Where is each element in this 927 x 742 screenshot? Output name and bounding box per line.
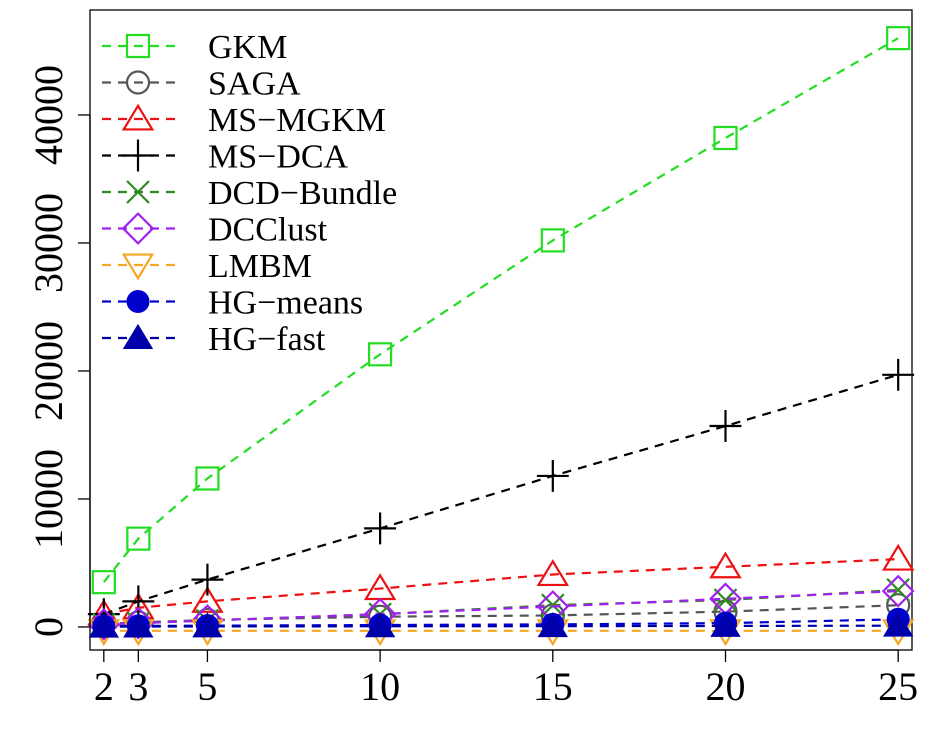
data-point-hg-fast <box>882 611 914 637</box>
legend-marker <box>122 323 154 349</box>
legend-marker <box>121 212 155 245</box>
legend-label: MS−DCA <box>208 139 349 176</box>
series-hg-fast <box>88 611 914 638</box>
data-point-ms-dca <box>364 512 397 545</box>
y-tick-label: 30000 <box>26 193 71 293</box>
legend-label: DCD−Bundle <box>208 175 397 212</box>
data-point-ms-mgkm <box>881 543 915 571</box>
data-point-gkm <box>91 570 116 595</box>
data-point-hg-fast <box>364 612 396 638</box>
data-point-dcclust <box>881 574 915 608</box>
data-point-ms-mgkm <box>363 573 397 601</box>
x-tick-label: 2 <box>94 664 114 709</box>
legend-item-hg-fast: HG−fast <box>102 321 326 358</box>
data-point-ms-dca <box>122 585 155 618</box>
series-line-hg-fast <box>103 624 899 628</box>
data-point-gkm <box>886 26 911 51</box>
x-tick-label: 10 <box>360 664 400 709</box>
y-tick-label: 0 <box>26 617 71 637</box>
legend-label: HG−fast <box>208 321 326 358</box>
series-gkm <box>91 26 911 595</box>
legend-marker <box>122 139 154 172</box>
legend-item-gkm: GKM <box>102 29 287 66</box>
data-point-hg-fast <box>123 612 154 638</box>
legend-label: SAGA <box>208 66 301 103</box>
data-point-ms-mgkm <box>191 586 224 613</box>
legend-label: LMBM <box>208 248 312 285</box>
data-point-ms-dca <box>191 563 224 596</box>
legend-label: HG−means <box>208 285 363 322</box>
x-tick-label: 20 <box>705 664 745 709</box>
series-line-ms-mgkm <box>103 558 899 616</box>
legend-item-saga: SAGA <box>102 66 301 103</box>
series-ms-dca <box>87 358 915 631</box>
y-axis: 0 10000 20000 30000 40000 <box>26 65 91 637</box>
data-point-ms-mgkm <box>709 551 742 579</box>
legend-marker <box>125 70 151 95</box>
legend-item-lmbm: LMBM <box>102 248 312 285</box>
legend-label: GKM <box>208 29 287 66</box>
legend-marker <box>121 103 155 131</box>
legend-item-dcclust: DCClust <box>102 212 328 249</box>
legend-marker <box>121 253 155 281</box>
y-tick-label: 40000 <box>26 65 71 165</box>
series-layer <box>87 26 915 647</box>
legend: GKMSAGAMS−MGKMMS−DCADCD−BundleDCClustLMB… <box>102 29 397 358</box>
series-line-gkm <box>102 37 899 583</box>
series-ms-mgkm <box>87 543 915 626</box>
legend-marker <box>126 180 150 204</box>
series-line-ms-dca <box>103 373 899 616</box>
legend-item-hg-means: HG−means <box>102 285 363 322</box>
data-point-hg-fast <box>710 611 741 637</box>
data-point-gkm <box>540 228 565 253</box>
data-point-gkm <box>195 466 220 491</box>
legend-item-ms-dca: MS−DCA <box>102 139 349 176</box>
data-point-gkm <box>368 342 393 367</box>
y-tick-label: 10000 <box>26 449 71 549</box>
data-point-ms-dca <box>709 410 742 442</box>
legend-marker <box>126 290 150 313</box>
data-point-hg-fast <box>192 612 223 638</box>
x-tick-label: 15 <box>533 664 573 709</box>
y-tick-label: 20000 <box>26 321 71 421</box>
data-point-ms-mgkm <box>536 559 570 587</box>
data-point-dcclust <box>121 606 155 640</box>
legend-label: MS−MGKM <box>208 102 386 139</box>
x-tick-label: 5 <box>197 664 217 709</box>
data-point-hg-fast <box>537 612 568 638</box>
data-point-ms-dca <box>882 358 915 391</box>
data-point-hg-fast <box>88 612 120 638</box>
legend-marker <box>125 33 151 59</box>
legend-label: DCClust <box>208 212 328 249</box>
data-point-ms-dca <box>536 459 569 492</box>
data-point-gkm <box>713 125 738 151</box>
data-point-gkm <box>126 526 151 551</box>
x-tick-label: 3 <box>128 664 148 709</box>
legend-item-dcd-bundle: DCD−Bundle <box>102 175 397 212</box>
x-tick-label: 25 <box>878 664 918 709</box>
legend-item-ms-mgkm: MS−MGKM <box>102 102 386 139</box>
x-axis: 2 3 5 10 15 20 25 <box>94 649 918 709</box>
